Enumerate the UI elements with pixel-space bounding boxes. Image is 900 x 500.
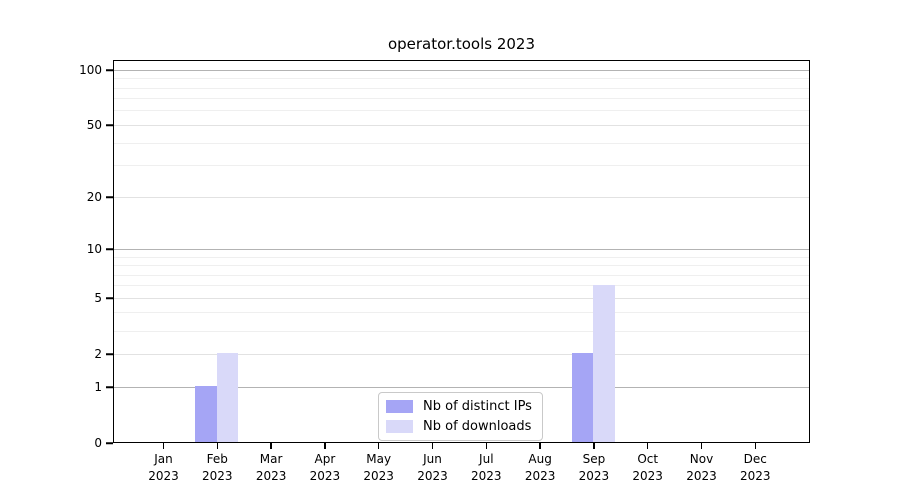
gridline-10 (114, 248, 809, 250)
y-tick-mark-10 (106, 248, 113, 251)
x-tick-mark-jan (162, 443, 165, 449)
x-tick-label-nov: Nov 2023 (686, 452, 717, 483)
bar-distinct-ips-feb (195, 386, 217, 442)
legend-row-downloads: Nb of downloads (386, 419, 532, 434)
gridline-7 (114, 274, 809, 276)
x-tick-label-dec: Dec 2023 (740, 452, 771, 483)
y-tick-mark-0 (106, 442, 113, 444)
x-tick-mark-mar (270, 443, 272, 449)
x-tick-label-may: May 2023 (363, 452, 394, 483)
gridline-5 (114, 297, 809, 299)
gridline-90 (114, 78, 809, 80)
bar-downloads-feb (216, 353, 239, 442)
legend-label-distinct-ips: Nb of distinct IPs (423, 399, 532, 414)
y-tick-label-100: 100 (79, 63, 102, 78)
y-tick-mark-50 (106, 124, 113, 127)
x-tick-mark-apr (324, 443, 326, 449)
y-tick-label-2: 2 (94, 347, 102, 362)
gridline-9 (114, 256, 809, 258)
x-tick-label-sep: Sep 2023 (578, 452, 610, 483)
y-tick-mark-20 (106, 196, 113, 198)
gridline-40 (114, 142, 809, 144)
gridline-4 (114, 312, 809, 314)
x-tick-label-mar: Mar 2023 (255, 452, 287, 483)
y-tick-label-50: 50 (86, 118, 102, 133)
x-tick-mark-aug (539, 443, 541, 449)
gridline-100 (114, 69, 809, 71)
plot-area (113, 60, 810, 443)
x-tick-mark-may (377, 443, 380, 449)
distinct-ips-swatch (386, 400, 413, 413)
gridline-80 (114, 87, 809, 89)
x-tick-label-apr: Apr 2023 (309, 452, 341, 483)
bar-distinct-ips-sep (571, 353, 594, 442)
gridline-60 (114, 110, 809, 112)
legend-row-distinct-ips: Nb of distinct IPs (386, 399, 532, 414)
gridline-70 (114, 98, 809, 100)
legend: Nb of distinct IPs Nb of downloads (378, 392, 543, 441)
gridline-20 (114, 196, 809, 198)
x-tick-mark-jul (485, 443, 488, 449)
y-tick-label-20: 20 (86, 190, 102, 205)
x-tick-mark-nov (700, 443, 703, 449)
chart-title: operator.tools 2023 (387, 35, 536, 53)
y-tick-label-5: 5 (94, 291, 102, 306)
x-tick-label-oct: Oct 2023 (632, 452, 663, 483)
gridline-8 (114, 265, 809, 266)
x-tick-label-aug: Aug 2023 (524, 452, 556, 483)
gridline-30 (114, 165, 809, 167)
y-tick-label-0: 0 (94, 436, 102, 450)
bar-downloads-sep (593, 284, 615, 442)
x-tick-mark-sep (593, 443, 595, 449)
gridline-6 (114, 285, 809, 287)
legend-label-downloads: Nb of downloads (423, 419, 532, 434)
y-tick-mark-2 (106, 353, 113, 355)
gridline-50 (114, 124, 809, 126)
downloads-swatch (386, 420, 413, 433)
x-tick-mark-dec (754, 443, 757, 449)
x-tick-label-jun: Jun 2023 (417, 452, 448, 483)
gridline-3 (114, 330, 809, 332)
y-tick-label-10: 10 (86, 242, 102, 257)
x-tick-mark-feb (216, 443, 219, 449)
x-tick-mark-jun (431, 443, 434, 449)
gridline-2 (114, 353, 809, 355)
y-tick-mark-100 (106, 69, 113, 71)
y-tick-mark-1 (106, 386, 113, 388)
y-tick-label-1: 1 (94, 380, 102, 394)
gridline-1 (114, 386, 809, 388)
x-tick-label-feb: Feb 2023 (202, 452, 233, 483)
y-tick-mark-5 (106, 297, 113, 299)
x-tick-label-jan: Jan 2023 (148, 452, 179, 483)
x-tick-label-jul: Jul 2023 (471, 452, 502, 483)
x-tick-mark-oct (646, 443, 649, 449)
